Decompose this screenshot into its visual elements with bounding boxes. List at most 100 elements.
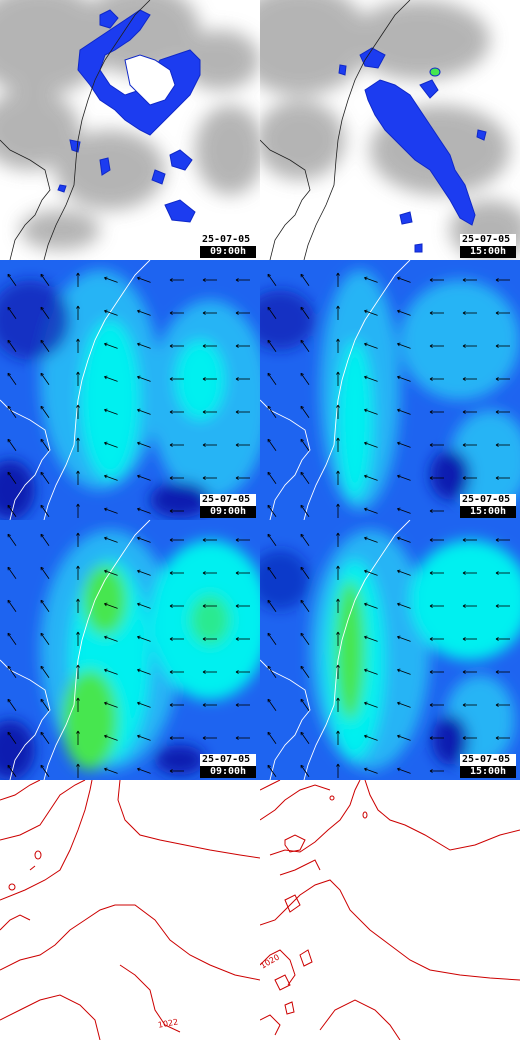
wind-arrow-icon — [397, 342, 411, 349]
wind-arrows — [267, 532, 510, 778]
time-label: 15:00h — [460, 506, 516, 518]
wind-arrow-icon — [104, 342, 118, 349]
wind-arrow-icon — [300, 665, 310, 678]
wind-arrow-icon — [137, 668, 151, 675]
wind-arrow-icon — [364, 507, 378, 514]
wind-arrow-icon — [76, 664, 80, 679]
wind-arrow-icon — [235, 311, 250, 315]
wind-arrow-icon — [7, 665, 17, 678]
wind-arrow-icon — [7, 504, 17, 517]
wind-arrow-icon — [104, 375, 118, 382]
wind-map-graphic — [0, 260, 260, 520]
wind-arrow-icon — [300, 599, 310, 612]
wind-arrow-icon — [104, 734, 118, 741]
wind-arrow-icon — [495, 637, 510, 641]
precip-map-1500: 25-07-05 15:00h — [260, 0, 520, 260]
wind-arrow-icon — [397, 767, 411, 774]
wind-arrow-icon — [364, 536, 378, 543]
wind-arrow-icon — [300, 731, 310, 744]
wind-arrow-icon — [300, 698, 310, 711]
time-label: 15:00h — [460, 246, 516, 258]
wind-arrow-icon — [7, 471, 17, 484]
wind-arrow-icon — [169, 377, 184, 381]
wind-arrows — [7, 532, 250, 778]
wind-arrow-icon — [137, 536, 151, 543]
wind-arrow-icon — [267, 339, 277, 352]
wind-arrow-icon — [104, 309, 118, 316]
wind-arrow-icon — [462, 604, 477, 608]
wind-arrow-icon — [495, 377, 510, 381]
wind-arrow-icon — [76, 697, 80, 712]
wind-arrow-icon — [397, 375, 411, 382]
wind-arrow-icon — [202, 670, 217, 674]
wind-arrow-icon — [336, 437, 340, 452]
date-label: 25-07-05 — [200, 754, 256, 766]
wind-arrow-icon — [267, 438, 277, 451]
wind-arrow-icon — [300, 533, 310, 546]
wind-arrow-icon — [169, 311, 184, 315]
time-label: 09:00h — [200, 246, 256, 258]
wind-arrow-icon — [202, 538, 217, 542]
wind-arrow-icon — [7, 339, 17, 352]
wind-arrow-icon — [429, 509, 444, 513]
wind-arrow-icon — [495, 443, 510, 447]
wind-arrow-icon — [300, 372, 310, 385]
wind-arrow-icon — [40, 339, 50, 352]
wind-arrow-icon — [300, 632, 310, 645]
wind-arrow-icon — [40, 471, 50, 484]
wind-arrow-icon — [76, 730, 80, 745]
wind-arrow-icon — [202, 571, 217, 575]
wind-arrow-icon — [169, 571, 184, 575]
timestamp: 25-07-05 15:00h — [460, 234, 516, 258]
wind-arrow-icon — [462, 377, 477, 381]
wind-arrow-icon — [40, 566, 50, 579]
wind-arrow-icon — [202, 736, 217, 740]
wind-arrow-icon — [76, 272, 80, 287]
wind-arrows — [267, 272, 510, 518]
precip-map-graphic — [0, 0, 260, 260]
wind-arrow-icon — [7, 632, 17, 645]
wind-arrow-icon — [364, 342, 378, 349]
wind-arrow-icon — [137, 441, 151, 448]
wind-arrow-icon — [300, 438, 310, 451]
wind-arrow-icon — [397, 408, 411, 415]
wind-arrow-icon — [76, 371, 80, 386]
wind-arrow-icon — [76, 404, 80, 419]
wind-arrow-icon — [104, 507, 118, 514]
wind-arrow-icon — [429, 410, 444, 414]
time-label: 09:00h — [200, 506, 256, 518]
isobar-map-graphic — [260, 780, 520, 1040]
wind-arrow-icon — [462, 736, 477, 740]
wind-arrow-icon — [495, 604, 510, 608]
wind-map-graphic — [260, 260, 520, 520]
wind-arrow-icon — [40, 665, 50, 678]
wind-arrow-icon — [364, 408, 378, 415]
wind-arrow-icon — [336, 565, 340, 580]
wind-arrow-icon — [235, 278, 250, 282]
wind-arrow-icon — [169, 538, 184, 542]
wind-arrow-icon — [7, 372, 17, 385]
wind-arrow-icon — [137, 474, 151, 481]
wind-arrow-icon — [300, 471, 310, 484]
wind-arrow-icon — [137, 276, 151, 283]
wind-arrow-icon — [364, 569, 378, 576]
wind-arrow-icon — [169, 703, 184, 707]
wind-arrow-icon — [397, 309, 411, 316]
wind-arrow-icon — [462, 538, 477, 542]
wind-arrow-icon — [364, 474, 378, 481]
wind-arrow-icon — [235, 736, 250, 740]
wind-arrow-icon — [104, 569, 118, 576]
wind-arrow-icon — [40, 764, 50, 777]
wind-arrow-icon — [462, 443, 477, 447]
wind-arrow-icon — [429, 311, 444, 315]
wind-arrow-icon — [235, 670, 250, 674]
wind-arrow-icon — [364, 602, 378, 609]
wind-arrow-icon — [462, 703, 477, 707]
wind-arrow-icon — [137, 375, 151, 382]
wind-arrow-icon — [76, 631, 80, 646]
wind-arrow-icon — [40, 273, 50, 286]
wind-arrow-icon — [336, 598, 340, 613]
wind-arrow-icon — [104, 635, 118, 642]
wind-arrow-icon — [397, 602, 411, 609]
wind-arrow-icon — [7, 599, 17, 612]
